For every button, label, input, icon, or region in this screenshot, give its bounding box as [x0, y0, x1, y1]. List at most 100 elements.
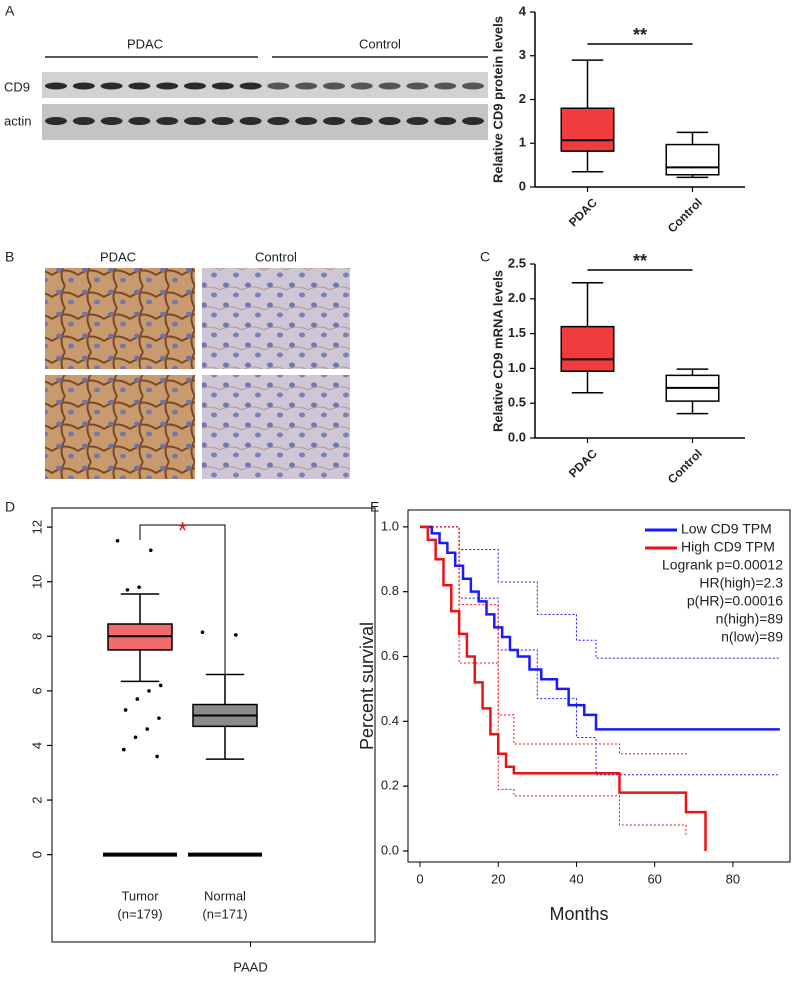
band [378, 117, 401, 125]
y-tick-label: 0.4 [381, 713, 399, 728]
annotation: Logrank p=0.00012 [662, 557, 783, 573]
band [350, 82, 373, 90]
row-label: CD9 [4, 79, 30, 94]
ihc-image [45, 375, 195, 479]
band [378, 82, 401, 90]
plot-frame [51, 507, 376, 943]
y-tick-label: 8 [29, 633, 44, 640]
x-tick-label: PDAC [566, 446, 600, 480]
band [184, 117, 206, 125]
annotation: n(high)=89 [716, 611, 784, 627]
x-tick-label: PDAC [566, 195, 600, 229]
band [45, 117, 67, 125]
outlier [122, 747, 126, 752]
band [295, 117, 318, 125]
y-axis-label: Percent survival [357, 622, 377, 750]
confidence-line [420, 526, 687, 835]
band [350, 117, 373, 125]
band [295, 82, 318, 90]
band [323, 82, 345, 90]
x-tick-label: Tumor [121, 888, 159, 903]
y-tick-label: 4 [29, 742, 44, 749]
significance: ** [633, 25, 647, 45]
band [462, 82, 484, 90]
significance: ** [633, 251, 647, 271]
band [156, 117, 179, 125]
x-tick-label: Control [665, 195, 705, 235]
band [211, 82, 234, 90]
y-tick-label: 1.0 [381, 518, 399, 533]
x-axis-label: Months [549, 904, 608, 924]
outlier [115, 538, 120, 543]
band [323, 117, 345, 125]
confidence-line [420, 526, 687, 757]
band [128, 82, 151, 90]
ihc-image [202, 268, 350, 369]
confidence-line [420, 526, 780, 659]
band [72, 117, 95, 125]
outlier [200, 630, 205, 634]
x-axis-label: PAAD [233, 959, 267, 974]
y-tick-label: 0.8 [381, 583, 399, 598]
box [560, 325, 615, 372]
band [406, 117, 429, 125]
outlier [155, 754, 159, 759]
band [100, 82, 123, 90]
column-label: Control [255, 249, 297, 264]
outlier [149, 548, 153, 553]
y-tick-label: 0.5 [508, 395, 526, 410]
y-axis-label: Relative CD9 protein levels [490, 16, 505, 183]
band [156, 82, 179, 90]
y-tick-label: 4 [519, 3, 527, 18]
y-tick-label: 12 [29, 520, 44, 534]
band [406, 82, 429, 90]
outlier [135, 697, 140, 701]
y-tick-label: 2 [519, 91, 526, 106]
ihc-image [45, 268, 195, 369]
row-label: actin [4, 113, 31, 128]
panel-label: D [5, 499, 15, 515]
box [560, 107, 615, 152]
band [239, 117, 262, 125]
x-tick-note: (n=171) [202, 906, 247, 921]
y-tick-label: 2.0 [508, 290, 526, 305]
y-axis-label: Relative CD9 mRNA levels [490, 270, 505, 432]
group-label: PDAC [127, 36, 163, 51]
panel-label: B [5, 249, 14, 265]
band [462, 117, 484, 125]
band [45, 82, 67, 90]
legend-label: High CD9 TPM [681, 539, 775, 555]
outlier [234, 633, 238, 637]
outlier [147, 689, 151, 693]
y-tick-label: 2 [29, 796, 44, 803]
band [434, 82, 457, 90]
y-tick-label: 1.0 [508, 360, 526, 375]
outlier [123, 708, 128, 712]
x-tick-note: (n=179) [117, 906, 162, 921]
outlier [137, 585, 141, 589]
x-tick-label: Control [665, 446, 705, 486]
significance-bracket [139, 524, 226, 680]
y-tick-label: 3 [519, 47, 526, 62]
band [239, 82, 262, 90]
band [72, 82, 95, 90]
survival-line [420, 525, 780, 731]
outlier [158, 683, 163, 688]
band [184, 82, 206, 90]
y-tick-label: 1 [519, 135, 526, 150]
survival-line [420, 525, 707, 851]
y-tick-label: 0.0 [508, 429, 526, 444]
y-tick-label: 0.0 [381, 842, 399, 857]
band [100, 117, 123, 125]
gel-bands [45, 82, 484, 125]
band [211, 117, 234, 125]
outlier [125, 588, 130, 592]
y-tick-label: 0 [29, 851, 44, 858]
x-tick-label: 20 [491, 871, 505, 886]
x-tick-label: 60 [647, 871, 661, 886]
annotation: p(HR)=0.00016 [687, 593, 783, 609]
x-tick-label: 80 [726, 871, 740, 886]
y-tick-label: 2.5 [508, 255, 526, 270]
panel-label: A [5, 3, 15, 19]
